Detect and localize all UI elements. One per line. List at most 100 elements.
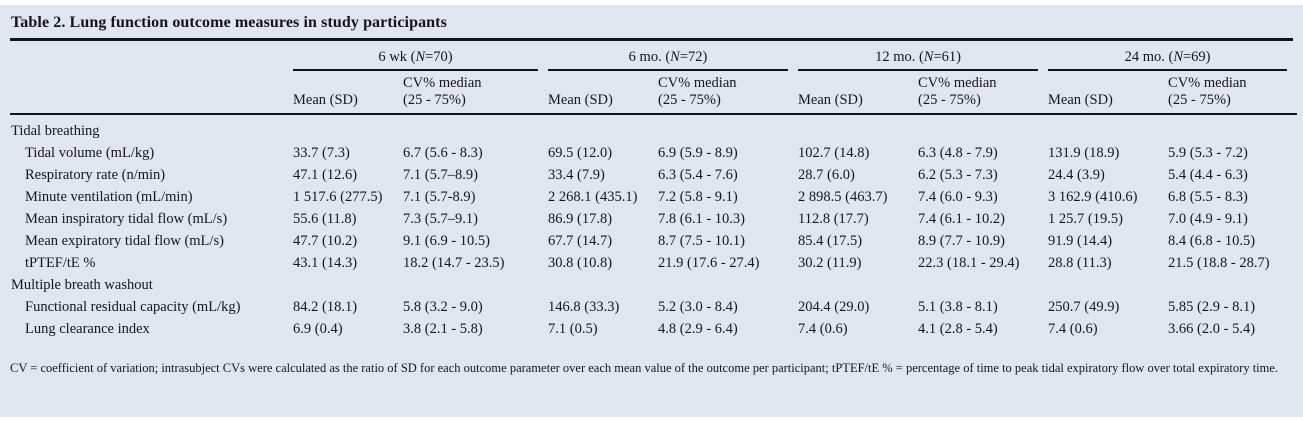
table-title: Table 2. Lung function outcome measures … bbox=[11, 14, 447, 31]
column-group-12mo: 12 mo. (N=61) bbox=[798, 43, 1048, 71]
value-cell: 69.5 (12.0) bbox=[548, 144, 613, 161]
cv-header-line2: (25 - 75%) bbox=[403, 92, 466, 108]
group-label: 6 wk ( bbox=[378, 49, 416, 65]
value-cell: 84.2 (18.1) bbox=[293, 298, 358, 315]
cv-header-line1: CV% median bbox=[918, 75, 997, 91]
title-rule bbox=[10, 38, 1293, 41]
value-cell: 8.4 (6.8 - 10.5) bbox=[1168, 232, 1256, 249]
value-cell: 28.7 (6.0) bbox=[798, 166, 855, 183]
column-group-6mo: 6 mo. (N=72) bbox=[548, 43, 798, 71]
value-cell: 5.9 (5.3 - 7.2) bbox=[1168, 144, 1248, 161]
cv-median-header: CV% median (25 - 75%) bbox=[1168, 71, 1298, 115]
table-row: tPTEF/tE % 43.1 (14.3) 18.2 (14.7 - 23.5) 3… bbox=[10, 252, 1297, 274]
n-symbol: N bbox=[415, 49, 426, 65]
table-panel: Table 2. Lung function outcome measures … bbox=[0, 5, 1303, 417]
lung-function-table: 6 wk (N=70) 6 mo. (N=72) 12 mo. (N=61) 2… bbox=[10, 43, 1298, 340]
value-cell: 47.7 (10.2) bbox=[293, 232, 358, 249]
value-cell: 4.1 (2.8 - 5.4) bbox=[918, 320, 998, 337]
row-label: Functional residual capacity (mL/kg) bbox=[25, 298, 241, 315]
value-cell: 7.3 (5.7–9.1) bbox=[403, 210, 478, 227]
value-cell: 7.0 (4.9 - 9.1) bbox=[1168, 210, 1248, 227]
value-cell: 4.8 (2.9 - 6.4) bbox=[658, 320, 738, 337]
value-cell: 7.4 (6.1 - 10.2) bbox=[918, 210, 1006, 227]
value-cell: 33.4 (7.9) bbox=[548, 166, 605, 183]
value-cell: 21.9 (17.6 - 27.4) bbox=[658, 254, 760, 271]
value-cell: 7.8 (6.1 - 10.3) bbox=[658, 210, 745, 227]
empty-corner-cell bbox=[10, 43, 293, 71]
value-cell: 7.1 (0.5) bbox=[548, 320, 598, 337]
value-cell: 1 25.7 (19.5) bbox=[1048, 210, 1123, 227]
value-cell: 3.8 (2.1 - 5.8) bbox=[403, 320, 483, 337]
value-cell: 5.4 (4.4 - 6.3) bbox=[1168, 166, 1248, 183]
value-cell: 21.5 (18.8 - 28.7) bbox=[1168, 254, 1270, 271]
cv-header-line2: (25 - 75%) bbox=[658, 92, 721, 108]
value-cell: 22.3 (18.1 - 29.4) bbox=[918, 254, 1020, 271]
value-cell: 6.3 (4.8 - 7.9) bbox=[918, 144, 998, 161]
column-group-6wk: 6 wk (N=70) bbox=[293, 43, 548, 71]
value-cell: 85.4 (17.5) bbox=[798, 232, 863, 249]
value-cell: 7.4 (0.6) bbox=[798, 320, 848, 337]
value-cell: 86.9 (17.8) bbox=[548, 210, 613, 227]
value-cell: 102.7 (14.8) bbox=[798, 144, 870, 161]
row-label: Lung clearance index bbox=[25, 320, 150, 337]
value-cell: 112.8 (17.7) bbox=[798, 210, 869, 227]
table-row: Mean inspiratory tidal flow (mL/s) 55.6 (… bbox=[10, 208, 1297, 230]
value-cell: 5.1 (3.8 - 8.1) bbox=[918, 298, 998, 315]
row-label: Tidal volume (mL/kg) bbox=[25, 144, 155, 161]
value-cell: 7.1 (5.7-8.9) bbox=[403, 188, 476, 205]
n-symbol: N bbox=[923, 49, 934, 65]
value-cell: 8.7 (7.5 - 10.1) bbox=[658, 232, 745, 249]
cv-header-line1: CV% median bbox=[403, 75, 482, 91]
group-label: 12 mo. ( bbox=[875, 49, 924, 65]
value-cell: 250.7 (49.9) bbox=[1048, 298, 1120, 315]
table-row: Respiratory rate (n/min) 47.1 (12.6) 7.1 (… bbox=[10, 164, 1297, 186]
value-cell: 91.9 (14.4) bbox=[1048, 232, 1113, 249]
value-cell: 146.8 (33.3) bbox=[548, 298, 620, 315]
section-label: Multiple breath washout bbox=[11, 276, 153, 293]
n-symbol: N bbox=[1173, 49, 1183, 65]
value-cell: 7.4 (6.0 - 9.3) bbox=[918, 188, 998, 205]
mean-sd-header: Mean (SD) bbox=[548, 71, 658, 115]
value-cell: 7.2 (5.8 - 9.1) bbox=[658, 188, 738, 205]
value-cell: 3.66 (2.0 - 5.4) bbox=[1168, 320, 1256, 337]
value-cell: 9.1 (6.9 - 10.5) bbox=[403, 232, 490, 249]
value-cell: 30.2 (11.9) bbox=[798, 254, 862, 271]
empty-corner-cell bbox=[10, 71, 293, 115]
table-row: Functional residual capacity (mL/kg) 84.2… bbox=[10, 296, 1297, 318]
table-body: Tidal breathing Tidal volume (mL/kg) 33.7 … bbox=[10, 114, 1297, 340]
value-cell: 131.9 (18.9) bbox=[1048, 144, 1120, 161]
value-cell: 2 898.5 (463.7) bbox=[798, 188, 888, 205]
value-cell: 6.3 (5.4 - 7.6) bbox=[658, 166, 738, 183]
value-cell: 30.8 (10.8) bbox=[548, 254, 613, 271]
value-cell: 3 162.9 (410.6) bbox=[1048, 188, 1138, 205]
value-cell: 28.8 (11.3) bbox=[1048, 254, 1112, 271]
sub-header-row: Mean (SD) CV% median (25 - 75%) Mean (SD)… bbox=[10, 71, 1298, 115]
row-label: tPTEF/tE % bbox=[25, 254, 96, 271]
section-label: Tidal breathing bbox=[11, 122, 100, 139]
table-row: Tidal volume (mL/kg) 33.7 (7.3) 6.7 (5.6 -… bbox=[10, 142, 1297, 164]
group-label: =61) bbox=[933, 49, 961, 65]
mean-sd-header: Mean (SD) bbox=[293, 71, 403, 115]
value-cell: 47.1 (12.6) bbox=[293, 166, 358, 183]
value-cell: 5.8 (3.2 - 9.0) bbox=[403, 298, 483, 315]
cv-header-line1: CV% median bbox=[658, 75, 737, 91]
value-cell: 7.1 (5.7–8.9) bbox=[403, 166, 478, 183]
table-footnote: CV = coefficient of variation; intrasubj… bbox=[10, 361, 1279, 375]
cv-header-line2: (25 - 75%) bbox=[1168, 92, 1231, 108]
group-label: 6 mo. ( bbox=[628, 49, 671, 65]
column-group-24mo: 24 mo. (N=69) bbox=[1048, 43, 1297, 71]
table-row: Minute ventilation (mL/min) 1 517.6 (277.… bbox=[10, 186, 1297, 208]
value-cell: 33.7 (7.3) bbox=[293, 144, 350, 161]
value-cell: 5.85 (2.9 - 8.1) bbox=[1168, 298, 1256, 315]
group-label: =72) bbox=[679, 49, 708, 65]
table-row: Lung clearance index 6.9 (0.4) 3.8 (2.1 - … bbox=[10, 318, 1297, 340]
row-label: Minute ventilation (mL/min) bbox=[25, 188, 193, 205]
cv-median-header: CV% median (25 - 75%) bbox=[918, 71, 1049, 115]
cv-header-line2: (25 - 75%) bbox=[918, 92, 981, 108]
value-cell: 67.7 (14.7) bbox=[548, 232, 613, 249]
group-label: =70) bbox=[425, 49, 453, 65]
value-cell: 6.8 (5.5 - 8.3) bbox=[1168, 188, 1248, 205]
value-cell: 6.9 (5.9 - 8.9) bbox=[658, 144, 738, 161]
value-cell: 55.6 (11.8) bbox=[293, 210, 357, 227]
cv-header-line1: CV% median bbox=[1168, 75, 1247, 91]
